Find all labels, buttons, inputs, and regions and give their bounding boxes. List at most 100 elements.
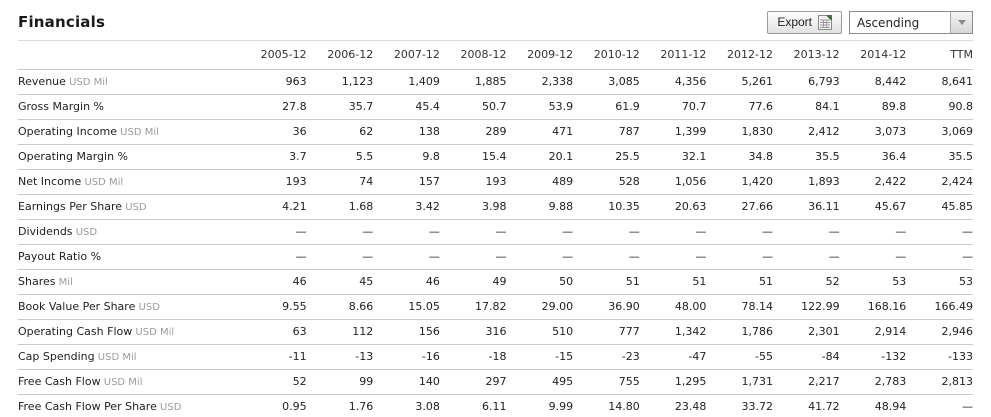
export-button[interactable]: Export — [767, 10, 842, 34]
value-cell: — — [906, 219, 973, 245]
row-label: Free Cash Flow USD Mil — [18, 369, 240, 395]
value-cell: — — [906, 244, 973, 270]
value-cell: 78.14 — [706, 294, 773, 320]
row-label-text: Dividends — [18, 225, 73, 238]
value-cell: 53 — [906, 269, 973, 295]
value-cell: 89.8 — [839, 94, 907, 120]
value-cell: — — [639, 244, 707, 270]
value-cell: — — [573, 219, 640, 245]
table-row: Net Income USD Mil 193 74 157 193 489 528 1,056… — [18, 169, 973, 195]
value-cell: 2,813 — [906, 369, 973, 395]
table-header-row: 2005-12 2006-12 2007-12 2008-12 2009-12 2010-… — [18, 40, 973, 70]
table-row: Operating Margin % 3.7 5.5 9.8 15.4 20.1 25.5 3… — [18, 144, 973, 170]
value-cell: 1,295 — [639, 369, 707, 395]
value-cell: 2,783 — [839, 369, 907, 395]
sort-order-dropdown[interactable]: Ascending — [849, 10, 973, 34]
row-label-text: Net Income — [18, 175, 82, 188]
value-cell: 3.42 — [373, 194, 440, 220]
value-cell: 9.55 — [240, 294, 307, 320]
value-cell: 33.72 — [706, 394, 773, 417]
value-cell: — — [439, 244, 507, 270]
value-cell: 15.05 — [373, 294, 440, 320]
value-cell: 51 — [706, 269, 773, 295]
value-cell: 1.68 — [306, 194, 374, 220]
column-header-2006-12: 2006-12 — [306, 40, 374, 70]
value-cell: 1,893 — [773, 169, 840, 195]
value-cell: — — [240, 244, 307, 270]
value-cell: 49 — [439, 269, 507, 295]
value-cell: — — [906, 394, 973, 417]
value-cell: 23.48 — [639, 394, 707, 417]
sort-order-selected-value: Ascending — [857, 15, 920, 30]
value-cell: 36 — [240, 119, 307, 145]
value-cell: 0.95 — [240, 394, 307, 417]
value-cell: 35.5 — [906, 144, 973, 170]
dropdown-arrow-button[interactable] — [950, 11, 972, 33]
value-cell: 193 — [240, 169, 307, 195]
value-cell: 8,442 — [839, 69, 907, 95]
value-cell: 2,217 — [773, 369, 840, 395]
value-cell: -47 — [639, 344, 707, 370]
table-row: Revenue USD Mil 963 1,123 1,409 1,885 2,338 3,… — [18, 69, 973, 95]
table-row: Payout Ratio % — — — — — — — — — — — — [18, 244, 973, 270]
table-row: Gross Margin % 27.8 35.7 45.4 50.7 53.9 61.9 70… — [18, 94, 973, 120]
value-cell: 36.90 — [573, 294, 640, 320]
column-header-2012-12: 2012-12 — [706, 40, 773, 70]
row-label-text: Payout Ratio % — [18, 250, 102, 263]
value-cell: 48.00 — [639, 294, 707, 320]
value-cell: 41.72 — [773, 394, 840, 417]
value-cell: 2,412 — [773, 119, 840, 145]
row-label-text: Book Value Per Share — [18, 300, 136, 313]
table-row: Dividends USD — — — — — — — — — — — — [18, 219, 973, 245]
value-cell: 45.4 — [373, 94, 440, 120]
value-cell: — — [306, 244, 374, 270]
value-cell: 50 — [506, 269, 574, 295]
value-cell: 20.63 — [639, 194, 707, 220]
value-cell: 3.98 — [439, 194, 507, 220]
topbar: Financials Export — [18, 0, 973, 40]
value-cell: 289 — [439, 119, 507, 145]
value-cell: — — [439, 219, 507, 245]
value-cell: 9.8 — [373, 144, 440, 170]
row-label-text: Operating Margin % — [18, 150, 129, 163]
value-cell: — — [639, 219, 707, 245]
value-cell: 963 — [240, 69, 307, 95]
value-cell: 52 — [773, 269, 840, 295]
page-title: Financials — [18, 13, 106, 31]
table-row: Free Cash Flow USD Mil 52 99 140 297 495 755 1,… — [18, 369, 973, 395]
value-cell: 3,073 — [839, 119, 907, 145]
value-cell: 74 — [306, 169, 374, 195]
export-button-label: Export — [777, 15, 812, 29]
value-cell: 3.08 — [373, 394, 440, 417]
value-cell: 8.66 — [306, 294, 374, 320]
value-cell: 166.49 — [906, 294, 973, 320]
row-label: Free Cash Flow Per Share USD — [18, 394, 240, 417]
table-row: Cap Spending USD Mil -11 -13 -16 -18 -15 -23 -4… — [18, 344, 973, 370]
row-label: Earnings Per Share USD — [18, 194, 240, 220]
value-cell: 35.5 — [773, 144, 840, 170]
value-cell: 3,085 — [573, 69, 640, 95]
value-cell: 316 — [439, 319, 507, 345]
value-cell: -18 — [439, 344, 507, 370]
value-cell: 2,946 — [906, 319, 973, 345]
row-unit-text: USD Mil — [100, 377, 143, 388]
value-cell: 51 — [639, 269, 707, 295]
value-cell: 15.4 — [439, 144, 507, 170]
value-cell: 1,885 — [439, 69, 507, 95]
value-cell: -55 — [706, 344, 773, 370]
row-label: Net Income USD Mil — [18, 169, 240, 195]
value-cell: 168.16 — [839, 294, 907, 320]
row-label: Dividends USD — [18, 219, 240, 245]
row-label: Revenue USD Mil — [18, 69, 240, 95]
value-cell: — — [773, 219, 840, 245]
row-label-text: Cap Spending — [18, 350, 95, 363]
value-cell: 62 — [306, 119, 374, 145]
value-cell: -15 — [506, 344, 574, 370]
value-cell: 10.35 — [573, 194, 640, 220]
value-cell: 5.5 — [306, 144, 374, 170]
table-row: Earnings Per Share USD 4.21 1.68 3.42 3.98 9.… — [18, 194, 973, 220]
value-cell: 8,641 — [906, 69, 973, 95]
value-cell: 156 — [373, 319, 440, 345]
value-cell: 2,301 — [773, 319, 840, 345]
row-label: Book Value Per Share USD — [18, 294, 240, 320]
